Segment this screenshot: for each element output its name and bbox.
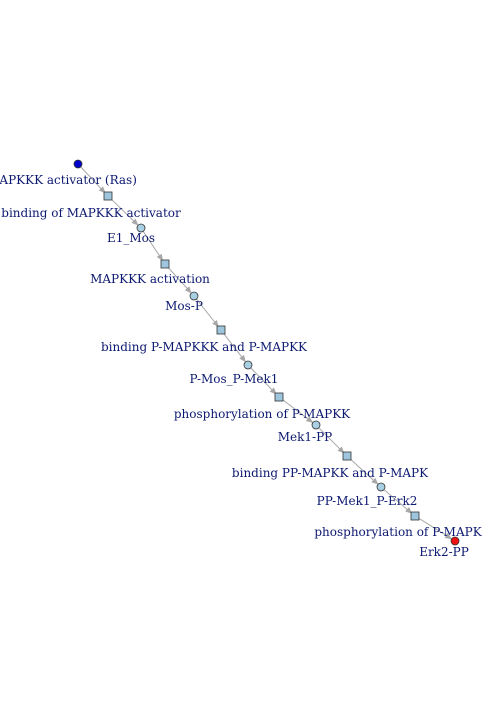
species-node-mek1pp[interactable]: [311, 420, 321, 430]
node-label-r6: phosphorylation of P-MAPK: [314, 525, 482, 539]
node-label-r3: binding P-MAPKKK and P-MAPKK: [101, 340, 308, 354]
reaction-node-r2[interactable]: [160, 259, 170, 269]
species-node-ras[interactable]: [73, 159, 83, 169]
node-label-mek1erk2: PP-Mek1_P-Erk2: [317, 494, 418, 508]
node-label-r1: binding of MAPKKK activator: [1, 206, 181, 220]
edge-mek1erk2-to-r6: [383, 489, 413, 514]
edge-mosp-to-r3: [196, 298, 219, 328]
reaction-node-r3[interactable]: [216, 325, 226, 335]
nodes-layer: [73, 159, 460, 546]
edge-r5-to-mek1erk2: [349, 458, 379, 485]
edges-layer: [80, 166, 453, 540]
node-label-mosp: Mos-P: [165, 299, 203, 313]
species-node-mek1erk2[interactable]: [376, 482, 386, 492]
reaction-node-r4[interactable]: [274, 392, 284, 402]
labels-layer: MAPKKK activator (Ras) binding of MAPKKK …: [0, 173, 483, 559]
node-label-ras: MAPKKK activator (Ras): [0, 173, 137, 187]
edge-mosmek1-to-r4: [250, 367, 277, 395]
node-label-mek1pp: Mek1-PP: [278, 430, 333, 444]
reaction-node-r6[interactable]: [410, 511, 420, 521]
edge-mek1pp-to-r5: [318, 427, 345, 454]
reaction-node-r5[interactable]: [342, 451, 352, 461]
reaction-node-r1[interactable]: [103, 191, 113, 201]
node-label-erk2pp: Erk2-PP: [419, 545, 469, 559]
species-node-mosp[interactable]: [189, 291, 199, 301]
node-label-r5: binding PP-MAPKK and P-MAPK: [232, 466, 429, 480]
edge-e1mos-to-r2: [142, 231, 164, 262]
node-label-e1mos: E1_Mos: [107, 231, 155, 245]
species-node-erk2pp[interactable]: [450, 536, 460, 546]
edge-r1-to-e1mos: [110, 198, 139, 226]
species-node-e1mos[interactable]: [136, 223, 146, 233]
edge-r3-to-mosmek1: [223, 332, 246, 363]
edge-r2-to-mosp: [167, 266, 192, 294]
edge-r6-to-erk2pp: [418, 517, 453, 540]
node-label-r2: MAPKKK activation: [90, 272, 210, 286]
edge-ras-to-r1: [80, 166, 106, 194]
edge-r4-to-mek1pp: [281, 399, 314, 423]
species-node-mosmek1[interactable]: [243, 360, 253, 370]
node-label-r4: phosphorylation of P-MAPKK: [174, 407, 351, 421]
node-label-mosmek1: P-Mos_P-Mek1: [190, 372, 279, 386]
